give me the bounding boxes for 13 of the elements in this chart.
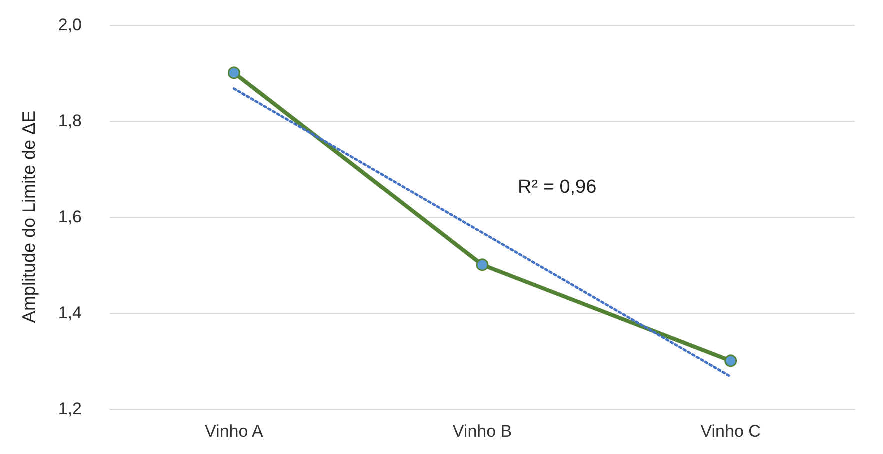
x-tick-label: Vinho B — [452, 422, 512, 441]
x-tick-label: Vinho A — [205, 422, 264, 441]
annotation: R² = 0,96 — [518, 177, 597, 198]
y-tick-label: 1,4 — [58, 304, 82, 322]
y-tick-label: 2,0 — [58, 16, 82, 34]
y-tick-label: 1,6 — [58, 208, 82, 226]
y-tick-label: 1,8 — [58, 112, 82, 130]
y-tick-label: 1,2 — [58, 400, 82, 418]
y-axis-title: Amplitude do Limite de ΔE — [19, 110, 39, 324]
point — [476, 258, 489, 272]
x-tick-label: Vinho C — [700, 422, 761, 441]
point — [228, 66, 240, 80]
point — [724, 354, 738, 368]
